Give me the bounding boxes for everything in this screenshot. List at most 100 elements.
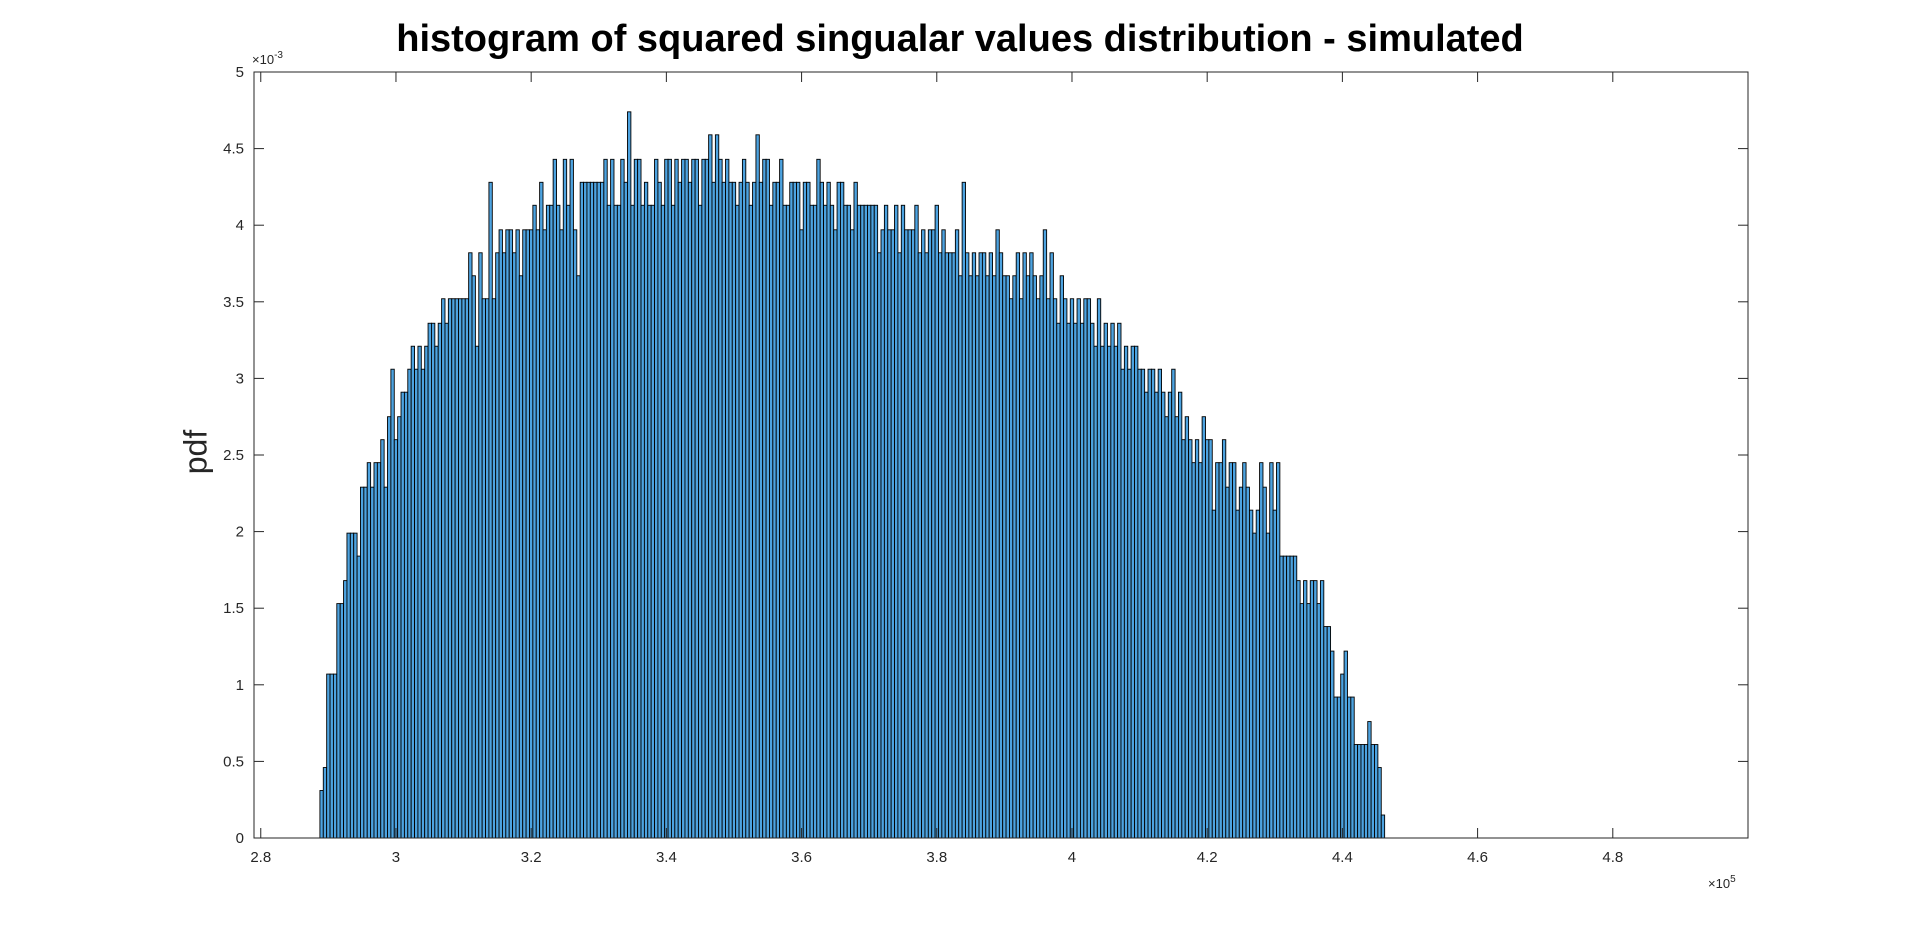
histogram-bar (1292, 555, 1298, 839)
histogram-bar (708, 134, 713, 839)
histogram-bar (1120, 368, 1125, 839)
histogram-bar (623, 181, 628, 839)
histogram-bar (478, 252, 483, 839)
histogram-bar (1161, 391, 1166, 839)
histogram-bar (529, 229, 534, 839)
histogram-bar (1248, 509, 1254, 839)
histogram-bar (488, 181, 493, 839)
histogram-bar (1025, 275, 1031, 839)
x-tick-label: 3.6 (791, 849, 812, 866)
histogram-bar (728, 181, 733, 839)
histogram-bar (961, 181, 966, 839)
histogram-bar (366, 462, 372, 839)
histogram-bar (931, 229, 936, 839)
histogram-bar (772, 181, 777, 839)
histogram-bar (1330, 650, 1335, 839)
histogram-bar (329, 673, 334, 839)
histogram-bar (370, 486, 375, 839)
histogram-bar (1343, 650, 1348, 839)
histogram-bar (403, 391, 409, 839)
histogram-bar (870, 204, 875, 839)
histogram-bar (1208, 439, 1213, 839)
histogram-bar (620, 158, 625, 839)
histogram-bar (454, 298, 459, 839)
histogram-bar (616, 204, 622, 839)
histogram-bar (934, 204, 939, 839)
histogram-bar (640, 204, 645, 839)
histogram-bar (576, 275, 581, 839)
histogram-bar (985, 275, 990, 839)
histogram-bar (549, 204, 554, 839)
histogram-bar (397, 416, 402, 839)
y-tick-label: 4 (236, 217, 244, 234)
histogram-bar (1167, 391, 1173, 839)
histogram-bar (1228, 462, 1233, 839)
histogram-bar (1198, 462, 1203, 839)
histogram-bar (603, 158, 608, 839)
histogram-bar (1113, 345, 1119, 839)
histogram-bar (792, 181, 797, 839)
histogram-bar (579, 181, 585, 839)
x-tick-label: 4.2 (1197, 849, 1218, 866)
histogram-bar (1015, 252, 1021, 839)
histogram-bar (654, 158, 659, 839)
histogram-bar (589, 181, 595, 839)
histogram-bar (495, 252, 500, 839)
histogram-bar (887, 229, 892, 839)
histogram-bar (941, 229, 946, 839)
histogram-bar (387, 416, 392, 839)
histogram-bar (539, 181, 544, 839)
histogram-bar (444, 322, 449, 839)
histogram-bar (735, 204, 740, 839)
histogram-bar (1059, 275, 1064, 839)
histogram-bar (349, 532, 355, 839)
histogram-bar (738, 181, 743, 839)
y-tick-label: 5 (236, 64, 244, 81)
histogram-bar (535, 229, 541, 839)
histogram-bar (326, 673, 331, 839)
histogram-bar (441, 298, 446, 839)
histogram-bar (393, 439, 399, 839)
y-exponent-label: ×10-3 (252, 50, 283, 67)
histogram-bar (812, 204, 818, 839)
histogram-bar (336, 603, 341, 839)
histogram-bar (1282, 555, 1288, 839)
histogram-bar (1137, 368, 1142, 839)
histogram-bar (410, 345, 416, 839)
histogram-bar (1205, 439, 1210, 839)
histogram-bar (890, 229, 895, 839)
histogram-bar (877, 252, 882, 839)
histogram-bar (863, 204, 868, 839)
histogram-bar (474, 345, 480, 839)
histogram-bar (505, 229, 510, 839)
histogram-bar (542, 229, 547, 839)
histogram-bar (1296, 580, 1301, 839)
histogram-bar (714, 134, 720, 839)
histogram-bar (630, 204, 635, 839)
histogram-bar (1276, 462, 1281, 839)
histogram-bar (762, 158, 767, 839)
histogram-bar (1181, 439, 1186, 839)
histogram-bar (660, 204, 666, 839)
histogram-bar (1374, 744, 1379, 839)
histogram-bar (343, 580, 348, 839)
histogram-bar (606, 204, 612, 839)
histogram-bar (1232, 462, 1237, 839)
histogram-bar (833, 229, 838, 839)
histogram-bar (532, 204, 537, 839)
histogram-bar (417, 345, 422, 839)
y-tick-label: 1 (236, 677, 244, 694)
histogram-bar (1242, 462, 1247, 839)
histogram-bar (691, 158, 696, 839)
y-tick-label: 2.5 (223, 447, 244, 464)
histogram-bar (1005, 275, 1010, 839)
histogram-bar (566, 204, 571, 839)
histogram-bar (1022, 252, 1027, 839)
histogram-bar (427, 322, 432, 839)
histogram-bar (1360, 744, 1365, 839)
x-axis: 2.8 3 3.2 3.4 3.6 3.8 4 4.2 4.4 4.6 4.8 (250, 72, 1623, 866)
histogram-bar (1347, 696, 1352, 839)
histogram-bar (447, 298, 453, 839)
histogram-bar (1103, 322, 1108, 839)
histogram-bar (1110, 322, 1115, 839)
